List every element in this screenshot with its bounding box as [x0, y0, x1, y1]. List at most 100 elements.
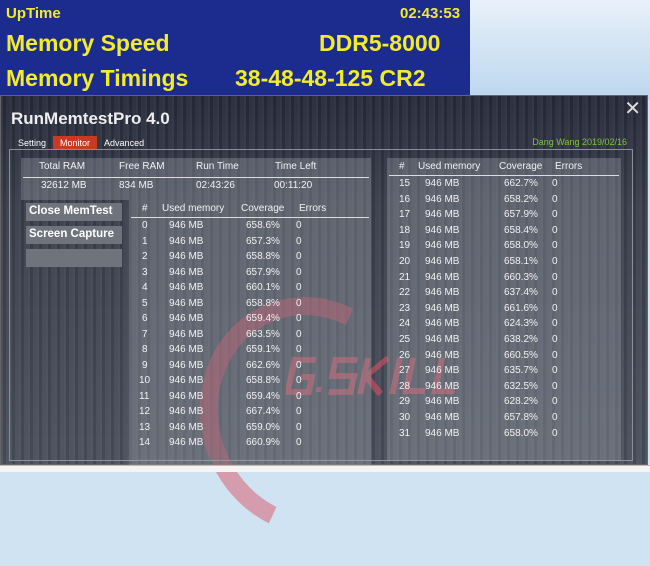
table-cell: 0: [552, 412, 558, 423]
table-cell: 0: [552, 287, 558, 299]
total-ram-value: 32612 MB: [41, 180, 87, 191]
table-cell: 946 MB: [169, 390, 204, 402]
table-cell: 30: [399, 412, 411, 423]
thread-table-left: # Used memory Coverage Errors 0 946 MB 658.6% 0…: [129, 200, 371, 466]
table-cell: 946 MB: [425, 271, 460, 283]
table-cell: 657.9%: [246, 266, 280, 278]
blank-button[interactable]: [26, 249, 122, 267]
thread-table-right: # Used memory Coverage Errors 15 946 MB 662.7%…: [387, 158, 621, 461]
column-header: Coverage: [499, 161, 543, 172]
table-cell: 29: [399, 396, 411, 408]
table-cell: 635.7%: [504, 365, 538, 377]
header-divider: [389, 175, 619, 176]
table-cell: 3: [142, 266, 148, 278]
table-cell: 659.1%: [246, 344, 280, 355]
table-cell: 0: [552, 178, 558, 189]
table-cell: 658.0%: [504, 240, 538, 252]
app-window: RunMemtestPro 4.0 ✕ Setting Monitor Adva…: [0, 95, 648, 566]
column-header: Errors: [555, 161, 583, 172]
table-cell: 628.2%: [504, 396, 538, 408]
logo-letter-i: [389, 358, 403, 394]
table-cell: 946 MB: [425, 365, 460, 377]
table-cell: 946 MB: [425, 209, 460, 221]
table-cell: 624.3%: [504, 318, 538, 330]
table-cell: 946 MB: [169, 421, 204, 433]
table-cell: 946 MB: [169, 344, 204, 355]
table-cell: 946 MB: [169, 437, 204, 448]
column-header: #: [399, 161, 405, 172]
time-left-header: Time Left: [275, 161, 317, 172]
table-cell: 7: [142, 328, 148, 340]
column-header: Used memory: [162, 203, 225, 214]
logo-letter-s: [328, 357, 359, 395]
ram-summary: Total RAM Free RAM Run Time Time Left 32…: [21, 158, 371, 200]
tab-advanced[interactable]: Advanced: [104, 138, 145, 148]
table-cell: 0: [552, 427, 558, 439]
timings-value: 38-48-48-125 CR2: [235, 65, 426, 91]
tab-setting[interactable]: Setting: [18, 138, 47, 148]
close-icon[interactable]: ✕: [624, 98, 641, 120]
table-cell: 660.3%: [504, 271, 538, 283]
logo-letter-l2: [431, 358, 456, 394]
table-cell: 946 MB: [169, 251, 204, 262]
time-left-value: 00:11:20: [274, 180, 313, 191]
table-cell: 24: [399, 318, 411, 330]
table-cell: 16: [399, 193, 411, 205]
table-cell: 6: [142, 313, 148, 324]
table-cell: 14: [139, 437, 151, 448]
table-cell: 0: [296, 266, 302, 278]
table-cell: 0: [296, 282, 302, 293]
logo-dot: [315, 387, 322, 392]
table-cell: 17: [399, 209, 411, 221]
close-memtest-button[interactable]: Close MemTest: [26, 203, 122, 221]
screen-capture-button[interactable]: Screen Capture: [26, 226, 122, 244]
table-cell: 15: [399, 178, 411, 189]
table-cell: 0: [296, 313, 302, 324]
author-label: Dang Wang 2019/02/16: [532, 137, 627, 147]
timings-label: Memory Timings: [6, 65, 189, 91]
table-cell: 946 MB: [169, 297, 204, 309]
table-cell: 1: [142, 235, 148, 247]
table-cell: 662.6%: [246, 359, 280, 371]
table-cell: 0: [552, 302, 558, 314]
table-cell: 21: [399, 271, 411, 283]
free-ram-value: 834 MB: [119, 180, 154, 191]
table-cell: 946 MB: [425, 318, 460, 330]
table-cell: 946 MB: [425, 349, 460, 361]
table-cell: 658.8%: [246, 297, 280, 309]
table-cell: 657.9%: [504, 209, 538, 221]
table-cell: 661.6%: [504, 302, 538, 314]
table-cell: 946 MB: [169, 375, 204, 386]
table-cell: 0: [296, 235, 302, 247]
run-time-header: Run Time: [196, 161, 239, 172]
table-cell: 663.5%: [246, 328, 280, 340]
table-cell: 659.0%: [246, 421, 280, 433]
uptime-label: UpTime: [6, 5, 61, 22]
table-cell: 0: [552, 349, 558, 361]
table-cell: 946 MB: [169, 359, 204, 371]
table-cell: 638.2%: [504, 334, 538, 345]
total-ram-header: Total RAM: [39, 161, 86, 172]
table-cell: 946 MB: [169, 313, 204, 324]
table-cell: 0: [296, 251, 302, 262]
table-cell: 9: [142, 359, 148, 371]
table-cell: 5: [142, 297, 148, 309]
logo-letter-g: [286, 357, 317, 395]
table-cell: 0: [552, 224, 558, 236]
table-cell: 12: [139, 406, 151, 417]
table-cell: 946 MB: [169, 235, 204, 247]
table-cell: 0: [552, 193, 558, 205]
tab-monitor[interactable]: Monitor: [53, 136, 98, 150]
table-cell: 657.8%: [504, 412, 538, 423]
table-cell: 0: [296, 344, 302, 355]
table-cell: 946 MB: [169, 220, 204, 231]
table-cell: 0: [296, 437, 302, 448]
table-cell: 0: [552, 318, 558, 330]
speed-value: DDR5-8000: [319, 30, 441, 56]
speed-label: Memory Speed: [6, 30, 170, 56]
table-cell: 946 MB: [425, 302, 460, 314]
table-cell: 660.5%: [504, 349, 538, 361]
table-cell: 946 MB: [169, 282, 204, 293]
table-cell: 659.4%: [246, 390, 280, 402]
table-cell: 2: [142, 251, 148, 262]
